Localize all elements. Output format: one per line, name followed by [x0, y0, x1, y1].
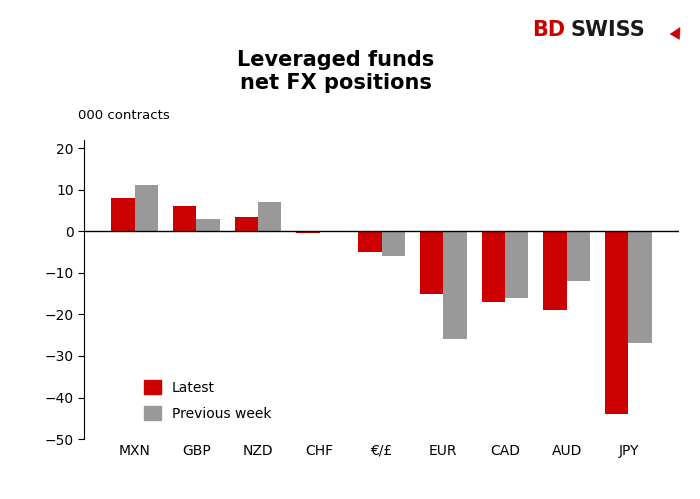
Bar	[420, 231, 443, 293]
Bar	[258, 202, 281, 231]
Text: 000 contracts: 000 contracts	[78, 109, 170, 122]
Bar	[196, 219, 220, 231]
Legend: Latest, Previous week: Latest, Previous week	[139, 374, 277, 426]
Bar	[505, 231, 528, 298]
Text: ▲: ▲	[668, 22, 686, 41]
Bar	[111, 198, 134, 231]
Text: BD: BD	[532, 20, 565, 40]
Bar	[629, 231, 652, 343]
Bar	[567, 231, 590, 281]
Bar	[296, 231, 320, 234]
Text: Leveraged funds
net FX positions: Leveraged funds net FX positions	[237, 50, 435, 93]
Bar	[173, 206, 196, 231]
Bar	[382, 231, 405, 256]
Text: SWISS: SWISS	[570, 20, 645, 40]
Bar	[358, 231, 382, 252]
Bar	[482, 231, 505, 302]
Bar	[443, 231, 467, 339]
Bar	[234, 217, 258, 231]
Bar	[134, 186, 158, 231]
Bar	[605, 231, 629, 414]
Bar	[543, 231, 567, 310]
